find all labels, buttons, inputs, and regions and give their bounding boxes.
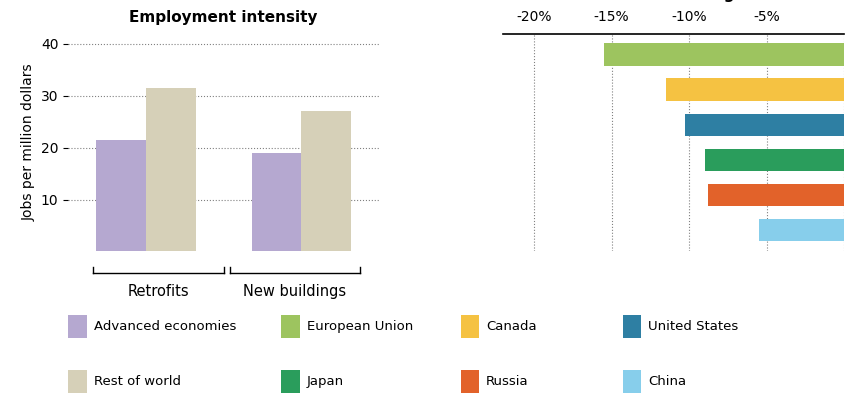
Text: Rest of world: Rest of world [94, 375, 181, 388]
Bar [96, 140, 146, 251]
Text: United States: United States [648, 320, 738, 334]
Bar [665, 78, 843, 101]
Text: Retrofits: Retrofits [127, 284, 189, 299]
Bar [683, 114, 843, 136]
Bar [301, 111, 350, 251]
Bar [251, 153, 301, 251]
Text: New buildings: New buildings [243, 284, 346, 299]
Title: Household heating bills: Household heating bills [572, 0, 774, 2]
Bar [707, 184, 843, 207]
Text: Russia: Russia [486, 375, 528, 388]
Bar [758, 219, 843, 241]
Bar [146, 88, 195, 251]
Text: China: China [648, 375, 686, 388]
Text: Japan: Japan [307, 375, 344, 388]
Text: Advanced economies: Advanced economies [94, 320, 236, 334]
Y-axis label: Jobs per million dollars: Jobs per million dollars [21, 64, 35, 221]
Text: Canada: Canada [486, 320, 536, 334]
Text: European Union: European Union [307, 320, 413, 334]
Bar [603, 44, 843, 66]
Title: Employment intensity: Employment intensity [130, 10, 318, 26]
Bar [704, 149, 843, 171]
